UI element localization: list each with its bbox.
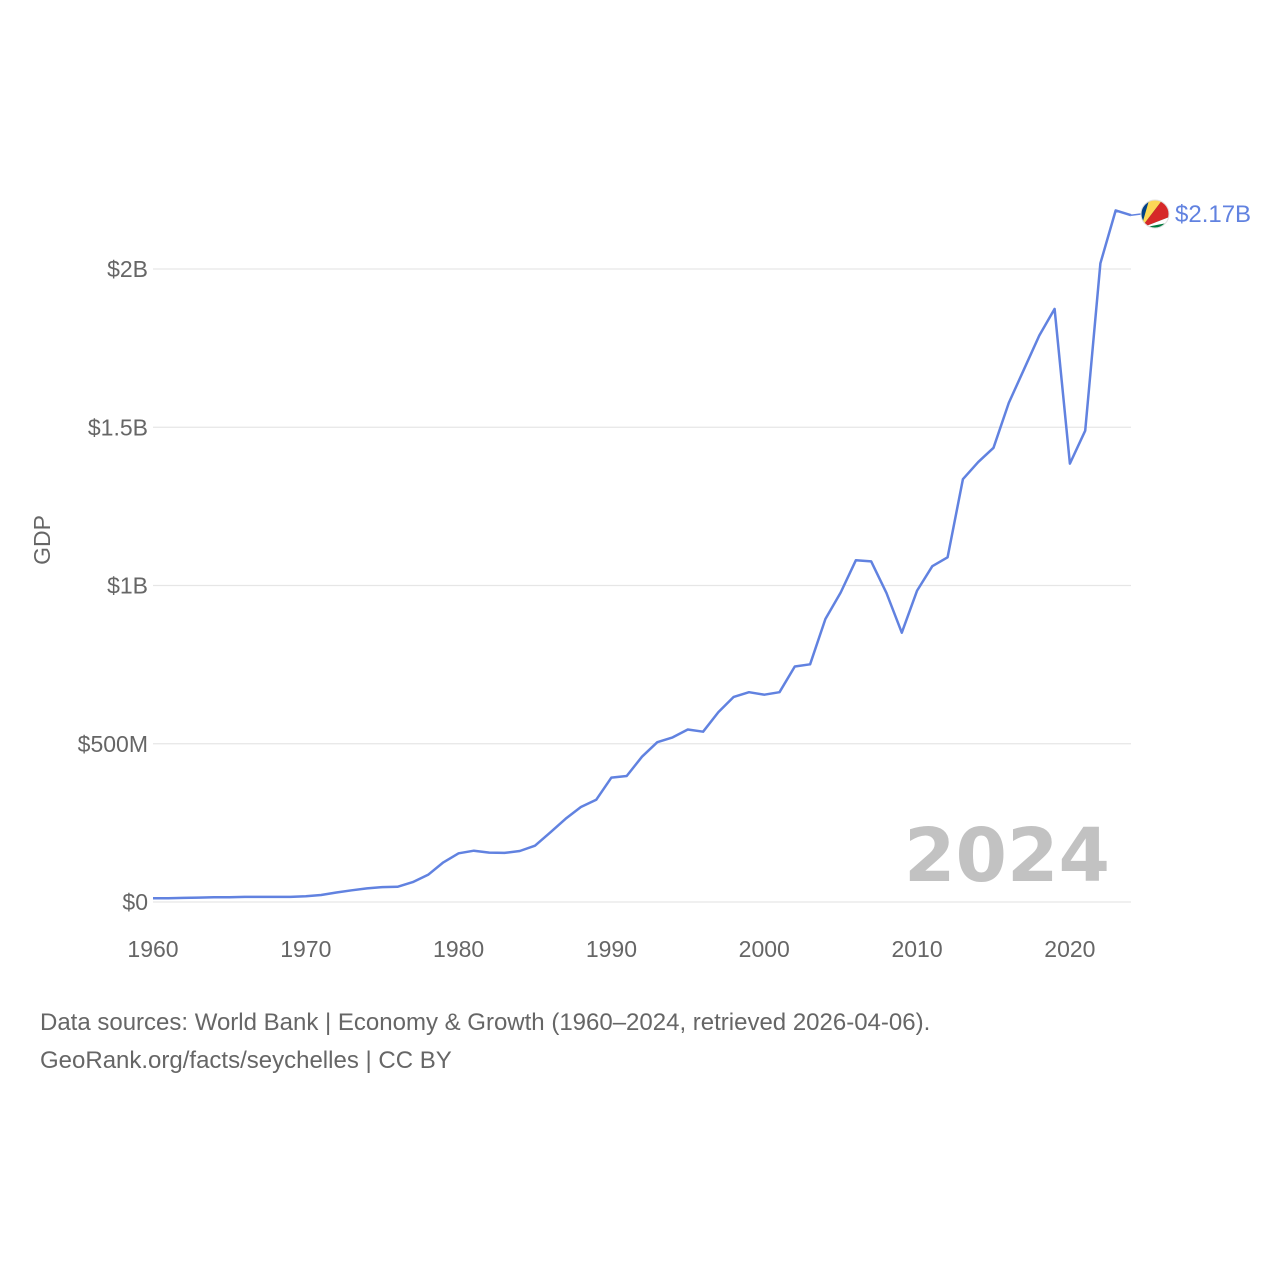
x-tick-label: 1990 — [586, 936, 637, 962]
seychelles-flag-icon — [1141, 200, 1169, 228]
y-axis-ticks: $0 $500M $1B $1.5B $2B — [78, 256, 148, 915]
x-axis-ticks: 1960 1970 1980 1990 2000 2010 2020 — [127, 936, 1095, 962]
grid-lines — [153, 268, 1131, 903]
series-line-seychelles — [153, 209, 1132, 900]
x-tick-label: 1970 — [280, 936, 331, 962]
y-axis-label: GDP — [29, 515, 55, 565]
gdp-line-chart: $0 $500M $1B $1.5B $2B 1960 1970 1980 1990 2000 2… — [29, 199, 1251, 962]
y-tick-label: $1.5B — [88, 414, 148, 440]
y-tick-label: $1B — [107, 573, 148, 599]
series-end-value-label: $2.17B — [1175, 201, 1251, 228]
y-tick-label: $2B — [107, 256, 148, 282]
end-label-leader — [1130, 213, 1142, 216]
x-tick-label: 2010 — [891, 936, 942, 962]
current-year-label: 2024 — [904, 813, 1110, 899]
x-tick-label: 1980 — [433, 936, 484, 962]
flag-border — [1140, 199, 1170, 229]
x-tick-label: 1960 — [127, 936, 178, 962]
attribution-text: GeoRank.org/facts/seychelles | CC BY — [40, 1047, 452, 1074]
data-sources-text: Data sources: World Bank | Economy & Gro… — [40, 1009, 931, 1036]
x-tick-label: 2000 — [739, 936, 790, 962]
x-tick-label: 2020 — [1044, 936, 1095, 962]
y-tick-label: $500M — [78, 731, 148, 757]
y-tick-label: $0 — [122, 889, 148, 915]
chart-footer: Data sources: World Bank | Economy & Gro… — [40, 1004, 930, 1080]
